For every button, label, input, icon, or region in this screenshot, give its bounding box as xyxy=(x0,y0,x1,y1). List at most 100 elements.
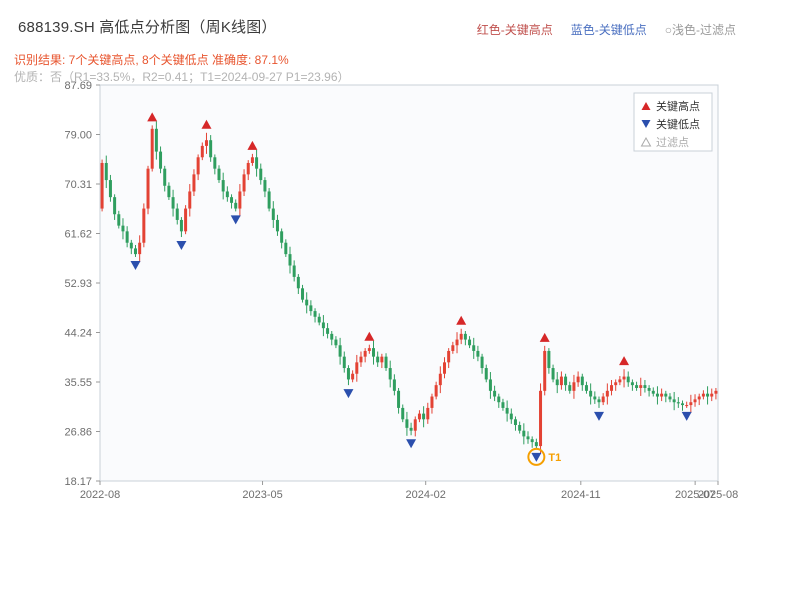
candle-body xyxy=(442,362,446,374)
legend-filtered-label: ○浅色-过滤点 xyxy=(664,23,736,37)
x-tick-label: 2024-02 xyxy=(405,489,445,501)
candle-body xyxy=(476,350,480,357)
candle-body xyxy=(250,157,254,163)
key-low-marker xyxy=(230,215,241,225)
legend-key-low-label: 蓝色-关键低点 xyxy=(570,23,647,37)
candle-body xyxy=(513,419,517,426)
candle-body xyxy=(447,350,451,363)
legend-box-item-label: 关键高点 xyxy=(656,99,700,113)
candle-body xyxy=(522,430,526,437)
candle-body xyxy=(313,311,317,317)
candle-body xyxy=(179,219,183,232)
candle-body xyxy=(267,191,271,209)
candle-body xyxy=(630,382,634,386)
candle-body xyxy=(355,362,359,374)
candle-body xyxy=(225,191,229,198)
candle-body xyxy=(100,162,104,209)
candle-body xyxy=(376,356,380,363)
candle-body xyxy=(655,393,659,397)
candle-body xyxy=(664,393,668,397)
x-tick-label: 2025-08 xyxy=(698,489,738,501)
candle-body xyxy=(463,333,467,340)
candle-body xyxy=(397,390,401,408)
candle-body xyxy=(493,390,497,397)
candle-body xyxy=(614,382,618,386)
candle-body xyxy=(259,168,263,181)
candle-body xyxy=(133,248,137,255)
candle-body xyxy=(275,219,279,232)
candle-body xyxy=(701,393,705,397)
candle-body xyxy=(681,403,685,406)
plot-area xyxy=(99,84,719,482)
y-tick-label: 61.62 xyxy=(64,229,92,241)
candle-body xyxy=(551,368,555,380)
candle-body xyxy=(647,387,651,391)
key-low-marker xyxy=(681,411,692,421)
candle-body xyxy=(192,174,196,192)
y-tick-label: 87.69 xyxy=(64,80,92,92)
key-high-marker xyxy=(539,332,550,342)
y-tick-label: 70.31 xyxy=(64,179,92,191)
candle-body xyxy=(346,368,350,380)
candle-body xyxy=(438,373,442,386)
candle-body xyxy=(200,145,204,158)
candle-body xyxy=(167,185,171,198)
candle-body xyxy=(597,399,601,403)
x-tick-label: 2023-05 xyxy=(242,489,282,501)
candle-body xyxy=(234,202,238,209)
legend-box-item-label: 过滤点 xyxy=(656,136,689,149)
candle-body xyxy=(342,356,346,369)
y-tick-label: 52.93 xyxy=(64,278,92,290)
y-tick-label: 18.17 xyxy=(64,476,92,488)
candle-body xyxy=(163,168,167,186)
candle-body xyxy=(154,128,158,152)
x-tick-label: 2022-08 xyxy=(80,489,120,501)
candle-body xyxy=(534,442,538,447)
candle-body xyxy=(213,157,217,169)
t1-circle-marker xyxy=(527,447,546,466)
candle-body xyxy=(117,214,121,226)
candle-body xyxy=(184,208,188,232)
candle-body xyxy=(188,191,192,209)
candle-body xyxy=(121,225,125,232)
candle-body xyxy=(363,350,367,357)
candle-body xyxy=(676,402,680,404)
candle-body xyxy=(334,339,338,346)
candle-body xyxy=(547,350,551,369)
x-tick-label: 2025-07 xyxy=(675,489,715,501)
candle-body xyxy=(108,180,112,198)
candle-body xyxy=(409,427,413,431)
candle-body xyxy=(497,396,501,403)
candle-body xyxy=(455,339,459,346)
candle-body xyxy=(576,376,580,383)
candle-body xyxy=(622,376,626,380)
candle-body xyxy=(209,140,213,158)
candle-body xyxy=(405,419,409,428)
key-high-marker xyxy=(201,119,212,129)
candle-body xyxy=(422,413,426,420)
candle-body xyxy=(221,180,225,192)
y-tick-label: 44.24 xyxy=(64,328,92,340)
candle-body xyxy=(697,396,701,400)
candle-body xyxy=(384,356,388,369)
candle-body xyxy=(296,276,300,289)
candle-body xyxy=(584,385,588,391)
x-tick-label: 2024-11 xyxy=(561,489,601,501)
key-high-marker xyxy=(619,356,630,366)
y-tick-label: 79.00 xyxy=(64,130,92,142)
candle-body xyxy=(689,402,693,406)
candle-body xyxy=(417,413,421,420)
candle-body xyxy=(263,180,267,192)
candle-body xyxy=(359,356,363,363)
legend-box-item-label: 关键低点 xyxy=(656,117,700,131)
candle-body xyxy=(246,162,250,175)
candle-body xyxy=(255,157,259,169)
candle-body xyxy=(593,396,597,400)
candle-body xyxy=(668,396,672,400)
candle-body xyxy=(271,208,275,220)
page-title: 688139.SH 高低点分析图（周K线图） xyxy=(18,19,277,36)
candle-body xyxy=(484,368,488,380)
candle-body xyxy=(288,254,292,266)
candle-body xyxy=(605,390,609,397)
key-low-marker xyxy=(176,241,187,251)
